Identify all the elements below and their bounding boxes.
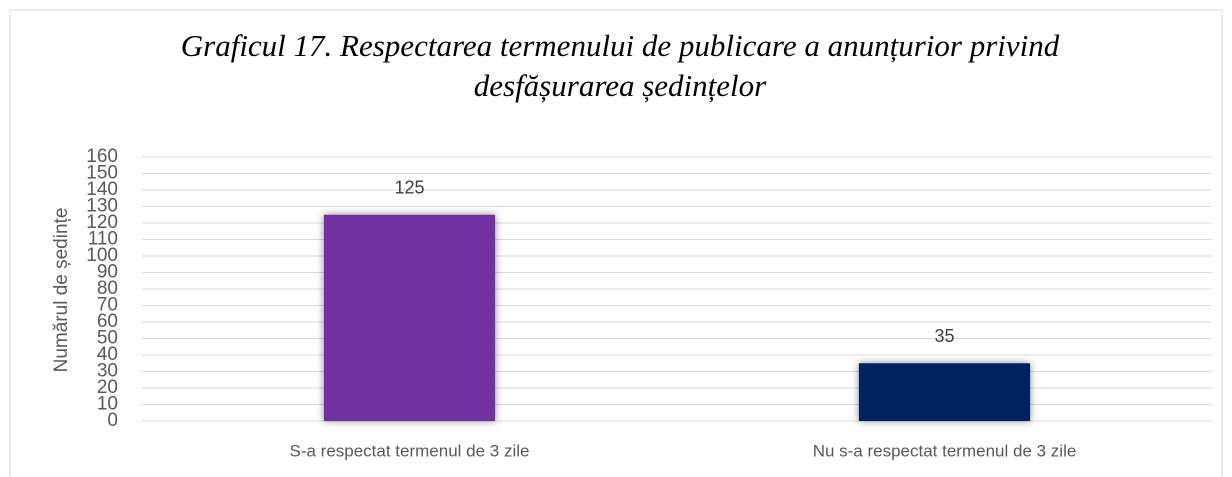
data-label: 125 [394,178,424,198]
y-tick-label: 130 [86,196,118,217]
chart-border [9,9,1223,477]
y-tick-label: 160 [86,146,118,167]
y-tick-label: 100 [86,245,118,266]
y-tick-label: 150 [86,163,118,184]
y-axis-title: Numărul de ședințe [51,208,72,373]
bar [323,214,496,421]
data-label: 35 [934,326,954,346]
y-tick-label: 140 [86,179,118,200]
y-tick-label: 30 [97,361,118,382]
y-tick-label: 40 [97,344,118,365]
x-tick-label: Nu s-a respectat termenul de 3 zile [813,441,1077,460]
y-tick-label: 120 [86,212,118,233]
y-tick-label: 0 [107,410,118,431]
y-tick-label: 60 [97,311,118,332]
y-tick-label: 50 [97,328,118,349]
chart-title: Graficul 17. Respectarea termenului de p… [180,28,1060,103]
y-tick-label: 10 [97,394,118,415]
y-tick-label: 20 [97,377,118,398]
bar [858,363,1031,421]
y-tick-label: 90 [97,262,118,283]
y-tick-label: 110 [88,229,118,250]
x-tick-label: S-a respectat termenul de 3 zile [289,441,529,460]
y-tick-label: 80 [97,278,118,299]
y-tick-label: 70 [97,295,118,316]
